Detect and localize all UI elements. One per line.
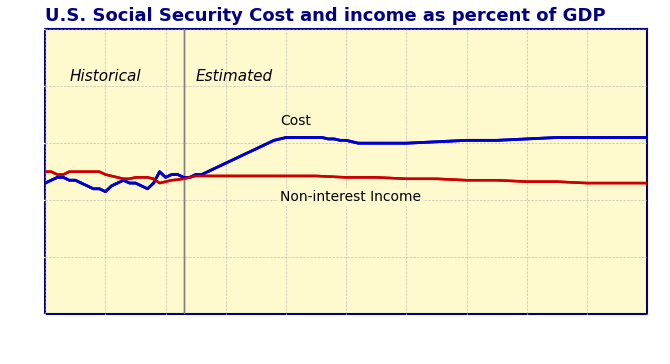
Text: Cost: Cost [280, 114, 311, 127]
Text: U.S. Social Security Cost and income as percent of GDP: U.S. Social Security Cost and income as … [46, 7, 606, 25]
Text: Historical: Historical [69, 69, 141, 84]
Text: Non-interest Income: Non-interest Income [280, 190, 421, 204]
Text: Estimated: Estimated [196, 69, 273, 84]
X-axis label: Calendar year: Calendar year [297, 343, 395, 357]
